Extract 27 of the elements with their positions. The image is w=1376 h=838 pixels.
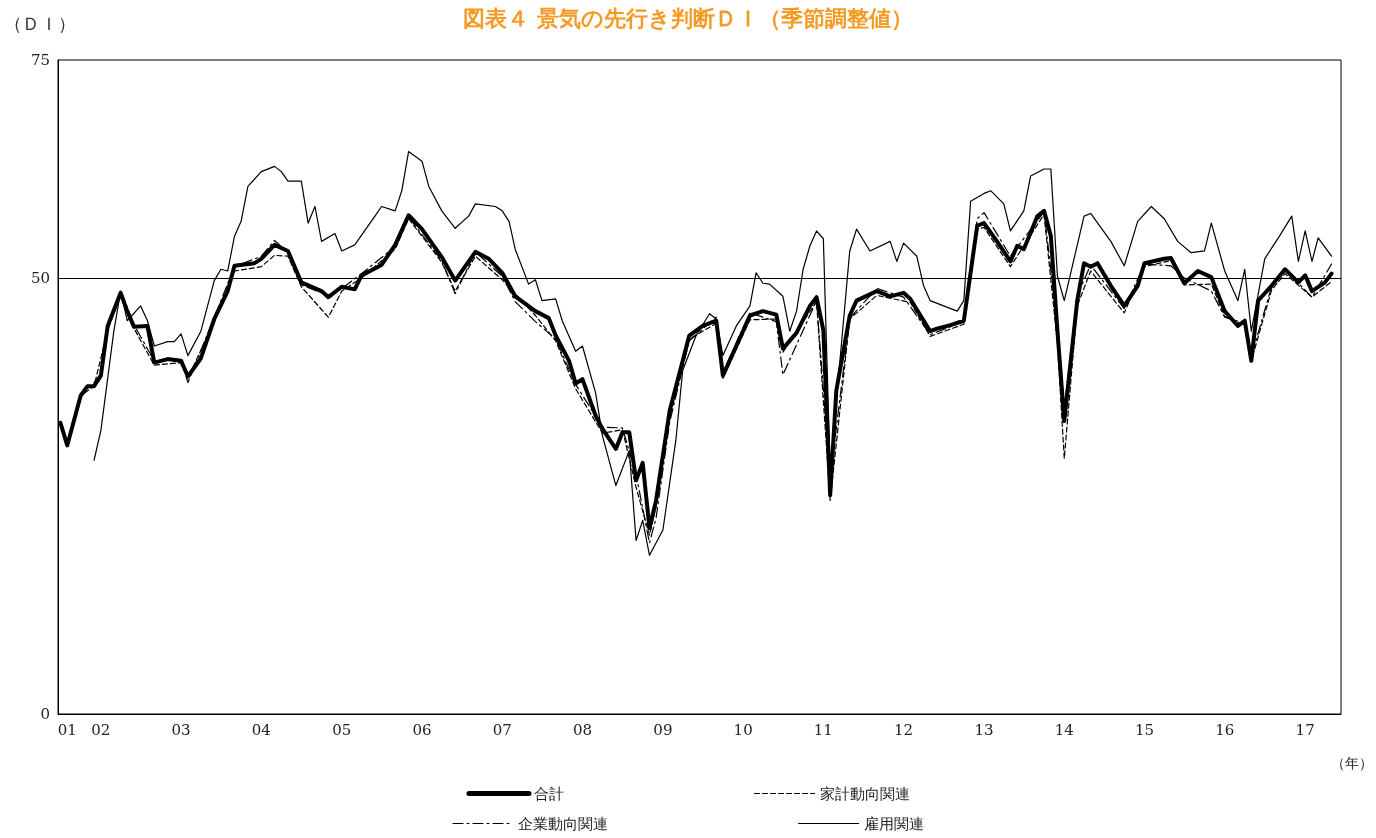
x-tick-label: 03: [171, 720, 191, 739]
x-tick-label: 11: [813, 720, 833, 739]
x-tick-label: 17: [1295, 720, 1315, 739]
y-axis-title: （ＤＩ）: [4, 12, 76, 34]
legend-label: 雇用関連: [863, 814, 924, 833]
legend-label: 合計: [533, 784, 564, 803]
x-tick-label: 05: [332, 720, 352, 739]
y-tick-label: 0: [40, 705, 50, 723]
x-tick-label: 08: [572, 720, 592, 739]
legend-label: 企業動向関連: [518, 814, 608, 833]
x-tick-label: 01: [57, 720, 77, 739]
x-tick-label: 15: [1134, 720, 1155, 739]
x-axis-title: （年）: [1331, 755, 1373, 771]
y-tick-label: 50: [30, 269, 50, 287]
x-tick-label: 06: [412, 720, 432, 739]
x-tick-label: 13: [974, 720, 994, 739]
legend-label: 家計動向関連: [819, 784, 910, 803]
chart-title: 図表４ 景気の先行き判断ＤＩ（季節調整値）: [463, 5, 913, 31]
x-tick-label: 02: [91, 720, 111, 739]
x-tick-label: 16: [1215, 720, 1235, 739]
x-tick-label: 10: [733, 720, 753, 739]
x-tick-label: 04: [251, 720, 271, 739]
x-tick-label: 12: [894, 720, 914, 739]
x-tick-label: 07: [492, 720, 512, 739]
x-tick-label: 09: [653, 720, 673, 739]
y-tick-label: 75: [30, 51, 50, 69]
x-tick-label: 14: [1054, 720, 1074, 739]
